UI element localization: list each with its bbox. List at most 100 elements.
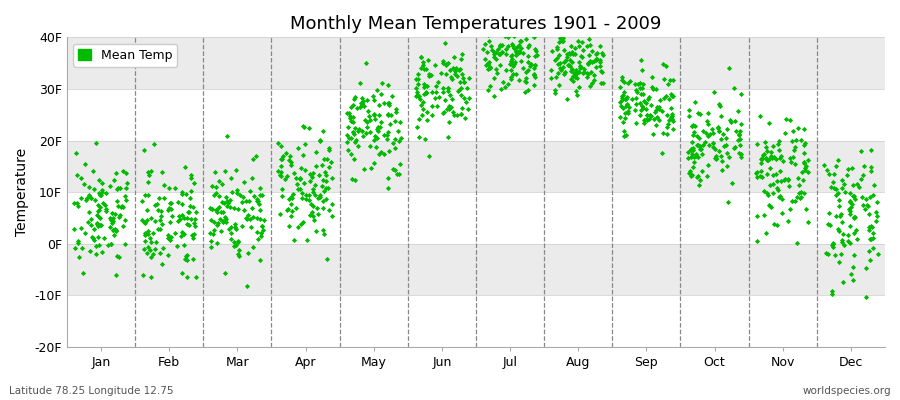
Point: [348, 177, 363, 183]
Point: [634, 107, 649, 114]
Point: [453, 78, 467, 85]
Point: [853, 148, 868, 155]
Point: [550, 46, 564, 52]
Point: [374, 118, 388, 125]
Point: [646, 131, 661, 138]
Point: [274, 162, 288, 169]
Point: [728, 118, 742, 124]
Point: [107, 176, 122, 183]
Point: [247, 193, 261, 199]
Point: [184, 202, 198, 209]
Point: [845, 264, 859, 270]
Point: [112, 254, 127, 260]
Point: [776, 158, 790, 164]
Point: [457, 79, 472, 86]
Point: [866, 235, 880, 241]
Point: [416, 62, 430, 68]
Point: [520, 86, 535, 93]
Point: [162, 237, 176, 244]
Point: [487, 49, 501, 56]
Point: [707, 146, 722, 152]
Point: [719, 135, 733, 141]
Point: [521, 53, 535, 59]
Point: [684, 146, 698, 152]
Point: [310, 205, 325, 212]
Point: [457, 79, 472, 86]
Point: [761, 157, 776, 164]
Point: [344, 151, 358, 158]
Point: [801, 169, 815, 176]
Point: [362, 113, 376, 120]
Point: [230, 190, 245, 196]
Point: [504, 60, 518, 66]
Point: [419, 83, 434, 89]
Point: [842, 198, 857, 204]
Point: [219, 218, 233, 225]
Point: [544, 67, 559, 73]
Bar: [67, 295, 885, 347]
Point: [577, 68, 591, 75]
Point: [90, 221, 104, 227]
Point: [219, 194, 233, 200]
Point: [315, 162, 329, 168]
Point: [92, 242, 106, 248]
Point: [690, 174, 705, 180]
Point: [560, 51, 574, 57]
Point: [454, 51, 469, 57]
Point: [308, 192, 322, 199]
Point: [637, 120, 652, 126]
Point: [292, 176, 307, 182]
Point: [770, 178, 784, 185]
Point: [79, 197, 94, 204]
Point: [487, 54, 501, 60]
Point: [782, 116, 796, 123]
Point: [382, 102, 396, 108]
Point: [489, 49, 503, 56]
Point: [151, 226, 166, 232]
Point: [250, 229, 265, 235]
Point: [708, 153, 723, 159]
Point: [684, 171, 698, 178]
Point: [320, 184, 334, 191]
Point: [774, 153, 788, 160]
Point: [495, 49, 509, 55]
Point: [181, 209, 195, 215]
Point: [452, 87, 466, 93]
Point: [421, 153, 436, 159]
Point: [140, 207, 154, 213]
Point: [343, 113, 357, 119]
Point: [554, 38, 569, 44]
Point: [179, 191, 194, 197]
Point: [848, 196, 862, 202]
Point: [490, 56, 504, 62]
Point: [446, 112, 461, 118]
Point: [504, 66, 518, 73]
Point: [580, 43, 595, 50]
Point: [500, 34, 515, 40]
Point: [859, 206, 873, 212]
Point: [657, 76, 671, 82]
Point: [351, 142, 365, 149]
Point: [548, 87, 562, 93]
Point: [616, 88, 631, 95]
Point: [866, 229, 880, 236]
Point: [627, 107, 642, 113]
Point: [187, 230, 202, 237]
Point: [116, 168, 130, 174]
Point: [367, 116, 382, 122]
Point: [561, 62, 575, 68]
Point: [204, 182, 219, 189]
Point: [229, 241, 243, 248]
Point: [302, 124, 317, 131]
Point: [724, 119, 739, 125]
Point: [823, 222, 837, 229]
Point: [482, 38, 496, 44]
Point: [582, 83, 597, 89]
Point: [700, 110, 715, 116]
Point: [865, 224, 879, 230]
Point: [848, 214, 862, 221]
Point: [273, 211, 287, 217]
Point: [455, 104, 470, 111]
Point: [634, 100, 648, 106]
Point: [714, 113, 728, 120]
